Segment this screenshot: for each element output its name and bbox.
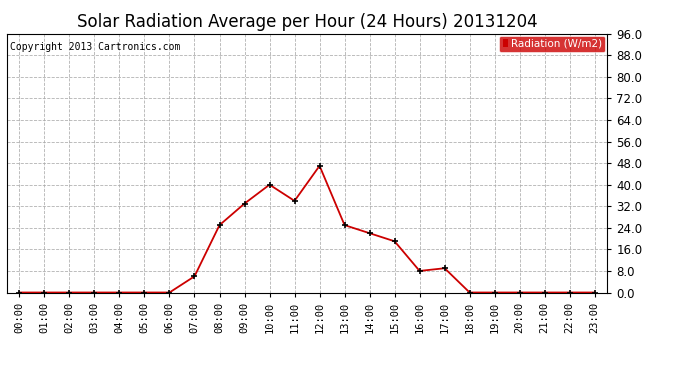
- Title: Solar Radiation Average per Hour (24 Hours) 20131204: Solar Radiation Average per Hour (24 Hou…: [77, 13, 538, 31]
- Legend: Radiation (W/m2): Radiation (W/m2): [500, 36, 605, 52]
- Text: Copyright 2013 Cartronics.com: Copyright 2013 Cartronics.com: [10, 42, 180, 51]
